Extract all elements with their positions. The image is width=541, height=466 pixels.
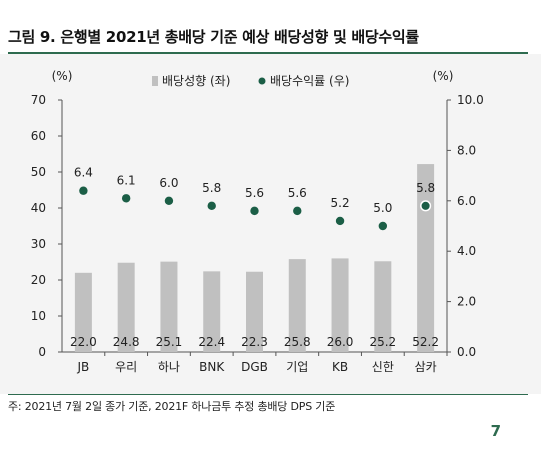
chart-axes: 0 10 20 30 40 50 60 70 0.0 2.0 4.0 6.0 8.0 10.0: [31, 93, 484, 359]
bar: [417, 164, 435, 352]
category-label: 신한: [372, 360, 394, 374]
category-label: BNK: [199, 360, 225, 374]
category-label: 기업: [286, 360, 308, 374]
bar: [160, 261, 178, 352]
right-axis-tick-label: 2.0: [457, 295, 476, 309]
category-label: 우리: [115, 360, 137, 374]
dot-value-labels: 6.4 6.1 6.0 5.8 5.6 5.6 5.2 5.0 5.8: [74, 166, 435, 215]
right-axis-tick-label: 4.0: [457, 244, 476, 258]
right-axis-tick-label: 10.0: [457, 93, 484, 107]
dot: [79, 186, 88, 195]
bar: [288, 259, 306, 352]
chart-legend: 배당성향 (좌) 배당수익률 (우): [152, 74, 349, 88]
right-axis-unit: (%): [433, 69, 454, 83]
left-axis-tick-label: 0: [38, 345, 46, 359]
right-axis-tick-label: 8.0: [457, 143, 476, 157]
bar: [203, 271, 221, 352]
figure-title: 그림 9. 은행별 2021년 총배당 기준 예상 배당성향 및 배당수익률: [8, 28, 419, 46]
bar: [331, 258, 349, 352]
left-axis-tick-label: 60: [31, 129, 46, 143]
bar: [246, 271, 263, 352]
left-axis-tick-label: 40: [31, 201, 46, 215]
dot-value-label: 5.2: [331, 196, 350, 210]
dot-value-label: 6.0: [159, 176, 178, 190]
bar-value-label: 22.0: [70, 335, 97, 349]
bar-value-labels: 22.0 24.8 25.1 22.4 22.3 25.8 26.0 25.2 52.2: [70, 335, 439, 349]
bar-value-label: 25.8: [284, 335, 311, 349]
left-axis-tick-label: 20: [31, 273, 46, 287]
bar-value-label: 52.2: [412, 335, 439, 349]
bar-value-label: 24.8: [113, 335, 140, 349]
category-label: 삼카: [415, 360, 437, 374]
bar: [117, 262, 135, 352]
left-axis-unit: (%): [52, 69, 73, 83]
dot-value-label: 6.1: [117, 173, 136, 187]
legend-dot-label: 배당수익률 (우): [270, 74, 349, 88]
bar-value-label: 26.0: [327, 335, 354, 349]
chart-area: (%) (%) 배당성향 (좌) 배당수익률 (우) 0 10 20 30 40 50 60…: [0, 54, 541, 394]
bar: [74, 272, 92, 352]
bar-value-label: 25.1: [156, 335, 183, 349]
dot: [250, 206, 259, 216]
dot: [378, 221, 388, 231]
left-axis-tick-label: 10: [31, 309, 46, 323]
dot: [420, 200, 432, 212]
bar-value-label: 25.2: [369, 335, 396, 349]
category-label: DGB: [241, 360, 268, 374]
left-axis-tick-label: 30: [31, 237, 46, 251]
bar-value-label: 22.4: [198, 335, 225, 349]
category-label: 하나: [158, 360, 180, 374]
dot: [121, 194, 131, 203]
dot: [293, 206, 302, 216]
category-label: JB: [76, 360, 89, 374]
right-axis-tick-label: 6.0: [457, 194, 476, 208]
dividend-chart: (%) (%) 배당성향 (좌) 배당수익률 (우) 0 10 20 30 40 50 60…: [31, 69, 484, 374]
page-number: 7: [490, 422, 501, 440]
bar-value-label: 22.3: [241, 335, 268, 349]
dot: [164, 196, 174, 205]
dot-value-label: 5.8: [202, 181, 221, 195]
dot-value-label: 5.0: [373, 201, 392, 215]
dot: [207, 201, 216, 211]
dot-value-label: 5.8: [416, 181, 435, 195]
dot-value-label: 6.4: [74, 166, 93, 180]
legend-dot-swatch: [258, 77, 266, 85]
title-divider: [8, 52, 528, 54]
dot-value-label: 5.6: [288, 186, 307, 200]
left-axis-tick-label: 70: [31, 93, 46, 107]
category-label: KB: [332, 360, 348, 374]
right-axis-tick-label: 0.0: [457, 345, 476, 359]
source-note: 주: 2021년 7월 2일 종가 기준, 2021F 하나금투 추정 총배당 …: [8, 400, 336, 413]
left-axis-tick-label: 50: [31, 165, 46, 179]
bottom-divider: [8, 394, 528, 395]
dot-value-label: 5.6: [245, 186, 264, 200]
bar-series: [74, 164, 435, 352]
dot: [335, 216, 345, 226]
dot-series: [79, 186, 432, 231]
legend-bar-label: 배당성향 (좌): [162, 74, 230, 88]
bar: [374, 261, 392, 352]
category-labels: JB 우리 하나 BNK DGB 기업 KB 신한 삼카: [76, 360, 436, 374]
legend-bar-swatch: [152, 76, 158, 86]
